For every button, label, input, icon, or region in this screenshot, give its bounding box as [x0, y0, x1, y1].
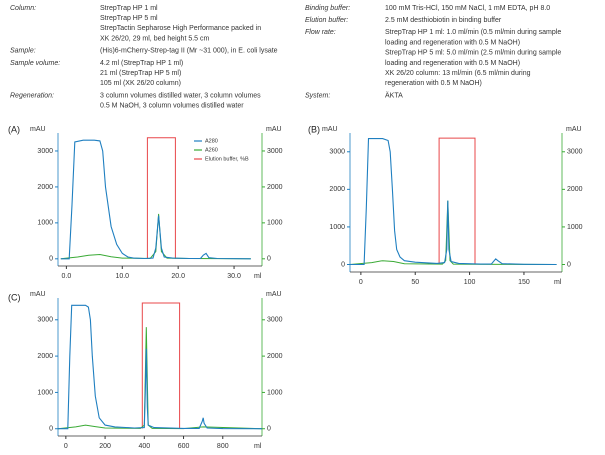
x-tick-label: 0.0: [62, 273, 72, 280]
y2-tick-label: 1000: [267, 389, 283, 396]
series-line: [350, 138, 557, 266]
series-line: [141, 302, 181, 429]
y-tick-label: 3000: [329, 149, 345, 156]
y2-tick-label: 3000: [267, 317, 283, 324]
y2-tick-label: 2000: [567, 186, 583, 193]
x-tick-label: 30.0: [227, 273, 241, 280]
condition-label: Sample:: [10, 48, 36, 55]
condition-value: XK 26/20, 29 ml, bed height 5.5 cm: [100, 35, 210, 42]
legend-label: Elution buffer, %B: [205, 156, 249, 162]
y2-tick-label: 3000: [267, 148, 283, 155]
legend-label: A280: [205, 138, 218, 144]
x-tick-label: 200: [99, 443, 111, 450]
x-axis-label: ml: [254, 273, 262, 280]
condition-value: ÄKTA: [385, 91, 403, 99]
series-line: [438, 137, 476, 265]
y2-tick-label: 0: [267, 256, 271, 263]
series-line: [60, 213, 251, 260]
series-line: [58, 304, 263, 430]
condition-value: regeneration with 0.5 M NaOH): [385, 80, 482, 87]
condition-label: Binding buffer:: [305, 5, 350, 12]
condition-value: StrepTrap HP 1 ml: [100, 5, 158, 12]
y-tick-label: 1000: [37, 220, 53, 227]
condition-value: StrepTrap HP 1 ml: 1.0 ml/min (0.5 ml/mi…: [385, 29, 561, 36]
x-tick-label: 800: [217, 443, 229, 450]
y2-tick-label: 2000: [267, 184, 283, 191]
y2-tick-label: 3000: [567, 149, 583, 156]
y2-axis-label: mAU: [566, 126, 582, 133]
series-line: [349, 200, 557, 265]
condition-value: loading and regeneration with 0.5 M NaOH…: [385, 39, 520, 46]
condition-value: 21 ml (StrepTrap HP 5 ml): [100, 70, 181, 77]
condition-label: Column:: [10, 5, 36, 12]
condition-label: Sample volume:: [10, 60, 60, 67]
y2-tick-label: 2000: [267, 353, 283, 360]
x-tick-label: 150: [518, 279, 530, 286]
series-line: [146, 137, 176, 259]
panel-label: (B): [308, 124, 320, 134]
condition-value: (His)6-mCherry-Strep-tag II (Mr ~31 000)…: [100, 48, 278, 55]
x-tick-label: 0: [359, 279, 363, 286]
legend-label: A260: [205, 147, 218, 153]
series-line: [57, 327, 263, 430]
condition-value: StrepTactin Sepharose High Performance p…: [100, 25, 261, 32]
condition-value: 3 column volumes distilled water, 3 colu…: [100, 92, 261, 99]
condition-value: 0.5 M NaOH, 3 column volumes distilled w…: [100, 103, 244, 110]
series-line: [60, 139, 251, 260]
x-axis-label: ml: [554, 279, 562, 286]
y-tick-label: 0: [49, 256, 53, 263]
y2-tick-label: 1000: [567, 224, 583, 231]
y-tick-label: 2000: [37, 353, 53, 360]
y-tick-label: 3000: [37, 317, 53, 324]
panel-label: (C): [8, 292, 21, 302]
condition-value: StrepTrap HP 5 ml: 5.0 ml/min (2.5 ml/mi…: [385, 50, 561, 57]
x-axis-label: ml: [254, 443, 262, 450]
x-tick-label: 20.0: [171, 273, 185, 280]
condition-value: 2.5 mM desthiobiotin in binding buffer: [385, 17, 502, 24]
condition-value: loading and regeneration with 0.5 M NaOH…: [385, 60, 520, 67]
y2-axis-label: mAU: [266, 126, 282, 133]
y-tick-label: 1000: [329, 224, 345, 231]
condition-value: XK 26/20 column: 13 ml/min (6.5 ml/min d…: [385, 70, 531, 77]
condition-label: Regeneration:: [10, 92, 54, 99]
y-tick-label: 2000: [37, 184, 53, 191]
x-tick-label: 50: [411, 279, 419, 286]
condition-value: 100 mM Tris-HCl, 150 mM NaCl, 1 mM EDTA,…: [385, 5, 550, 12]
condition-value: 105 ml (XK 26/20 column): [100, 80, 181, 87]
y-axis-label: mAU: [30, 291, 46, 298]
y2-tick-label: 1000: [267, 220, 283, 227]
y2-axis-label: mAU: [266, 291, 282, 298]
x-tick-label: 0: [64, 443, 68, 450]
y-axis-label: mAU: [322, 126, 338, 133]
y2-tick-label: 0: [567, 261, 571, 268]
condition-label: Elution buffer:: [305, 17, 348, 24]
x-tick-label: 100: [464, 279, 476, 286]
y-tick-label: 2000: [329, 186, 345, 193]
y-tick-label: 3000: [37, 148, 53, 155]
y-tick-label: 1000: [37, 389, 53, 396]
condition-value: 4.2 ml (StrepTrap HP 1 ml): [100, 60, 183, 67]
y-axis-label: mAU: [30, 126, 46, 133]
x-tick-label: 400: [138, 443, 150, 450]
x-tick-label: 10.0: [115, 273, 129, 280]
condition-value: StrepTrap HP 5 ml: [100, 15, 158, 22]
panel-label: (A): [8, 124, 20, 134]
x-tick-label: 600: [178, 443, 190, 450]
y-tick-label: 0: [49, 426, 53, 433]
y-tick-label: 0: [341, 261, 345, 268]
condition-label: System:: [305, 92, 330, 99]
condition-label: Flow rate:: [305, 29, 336, 36]
y2-tick-label: 0: [267, 426, 271, 433]
